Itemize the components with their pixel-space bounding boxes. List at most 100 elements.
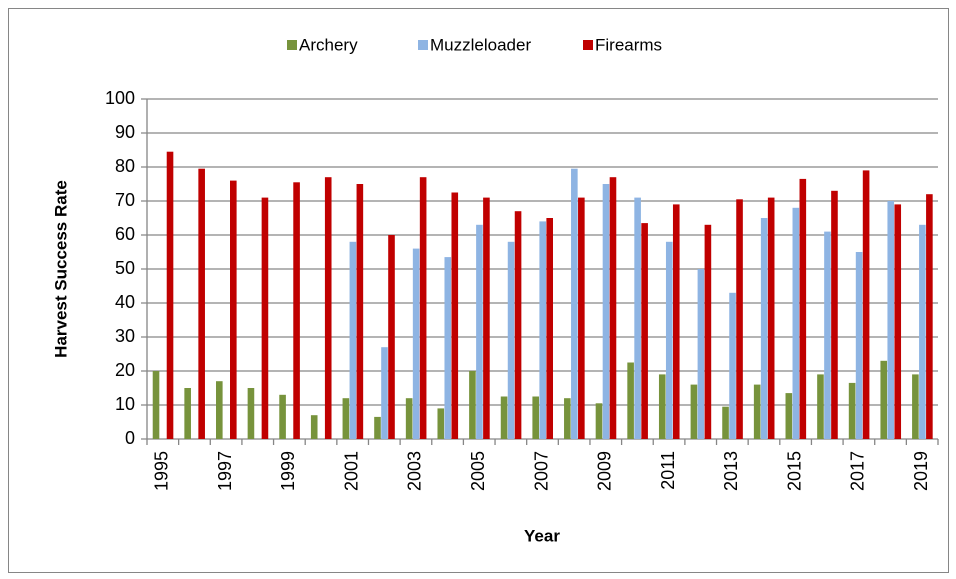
bar	[609, 177, 617, 439]
bar	[672, 204, 680, 439]
bar	[912, 374, 919, 439]
bar	[546, 218, 553, 439]
y-tick-label: 10	[115, 394, 135, 414]
y-tick-label: 90	[115, 122, 135, 142]
bar	[412, 248, 420, 439]
bar	[437, 408, 445, 439]
y-tick-label: 0	[125, 428, 135, 448]
bar	[152, 371, 160, 439]
bar	[767, 197, 775, 439]
bar	[349, 241, 357, 439]
bar	[848, 382, 856, 439]
bar	[736, 199, 743, 439]
x-tick-label: 2007	[531, 451, 551, 491]
bar	[704, 224, 712, 439]
bar	[785, 393, 793, 439]
bar	[697, 269, 705, 439]
legend-swatch	[418, 40, 428, 50]
bar	[887, 201, 895, 439]
y-tick-label: 50	[115, 258, 135, 278]
bar	[184, 388, 191, 439]
x-tick-label: 2011	[658, 451, 678, 490]
y-tick-label: 40	[115, 292, 135, 312]
bar	[451, 192, 459, 439]
bar	[831, 190, 838, 439]
legend-swatch	[583, 40, 593, 50]
x-tick-label: 2001	[341, 451, 361, 491]
bar	[894, 204, 902, 439]
bar	[919, 224, 926, 439]
y-axis-title: Harvest Success Rate	[51, 180, 70, 358]
bar	[729, 292, 736, 439]
y-tick-label: 60	[115, 224, 135, 244]
legend-label: Archery	[299, 35, 358, 54]
bar	[324, 177, 332, 439]
bar	[419, 177, 427, 439]
bar	[760, 218, 768, 439]
bar	[753, 384, 761, 439]
x-tick-label: 2009	[595, 451, 615, 491]
bar	[381, 347, 388, 439]
bar	[634, 197, 641, 439]
bar	[388, 235, 395, 439]
bar	[483, 197, 490, 439]
x-tick-label: 2003	[405, 451, 425, 491]
bar	[166, 151, 174, 439]
bar	[230, 180, 237, 439]
bar	[514, 211, 522, 439]
y-tick-label: 80	[115, 156, 135, 176]
x-tick-label: 1997	[215, 451, 235, 491]
bar	[564, 398, 571, 439]
bar	[595, 403, 603, 439]
bar	[279, 394, 286, 439]
y-tick-label: 70	[115, 190, 135, 210]
x-tick-label: 2015	[784, 451, 804, 491]
bar	[293, 182, 300, 440]
bar	[342, 398, 350, 439]
legend-label: Firearms	[595, 35, 662, 54]
y-tick-label: 100	[105, 88, 135, 108]
bar	[198, 168, 205, 439]
bar	[476, 224, 483, 439]
bar	[690, 384, 698, 439]
x-axis-title: Year	[524, 526, 560, 545]
bar	[722, 406, 729, 439]
bar	[817, 374, 824, 439]
bar	[261, 197, 269, 439]
bar	[356, 184, 364, 439]
bar	[469, 371, 476, 439]
bar	[658, 374, 666, 439]
bar	[405, 398, 413, 439]
bar	[824, 231, 831, 439]
bar	[602, 184, 610, 439]
bar	[926, 194, 933, 439]
bar	[444, 257, 452, 439]
bar	[539, 221, 546, 439]
bar	[627, 362, 634, 439]
bar	[641, 223, 648, 439]
bar	[247, 388, 255, 439]
bar	[507, 241, 515, 439]
bar	[792, 207, 800, 439]
bar	[310, 415, 318, 439]
x-tick-label: 2013	[721, 451, 741, 491]
x-tick-label: 1995	[152, 451, 172, 491]
y-tick-label: 30	[115, 326, 135, 346]
bar	[374, 416, 381, 439]
bar	[799, 178, 807, 439]
legend-label: Muzzleloader	[430, 35, 531, 54]
x-tick-label: 2017	[848, 451, 868, 491]
x-tick-label: 2005	[468, 451, 488, 491]
bar	[880, 360, 888, 439]
y-tick-label: 20	[115, 360, 135, 380]
bar	[500, 396, 508, 439]
bar	[578, 197, 585, 439]
legend-swatch	[287, 40, 297, 50]
bar	[665, 241, 673, 439]
bar	[855, 252, 863, 439]
bar	[216, 381, 223, 439]
bar	[532, 396, 539, 439]
x-tick-label: 1999	[278, 451, 298, 491]
x-tick-label: 2019	[911, 451, 931, 491]
